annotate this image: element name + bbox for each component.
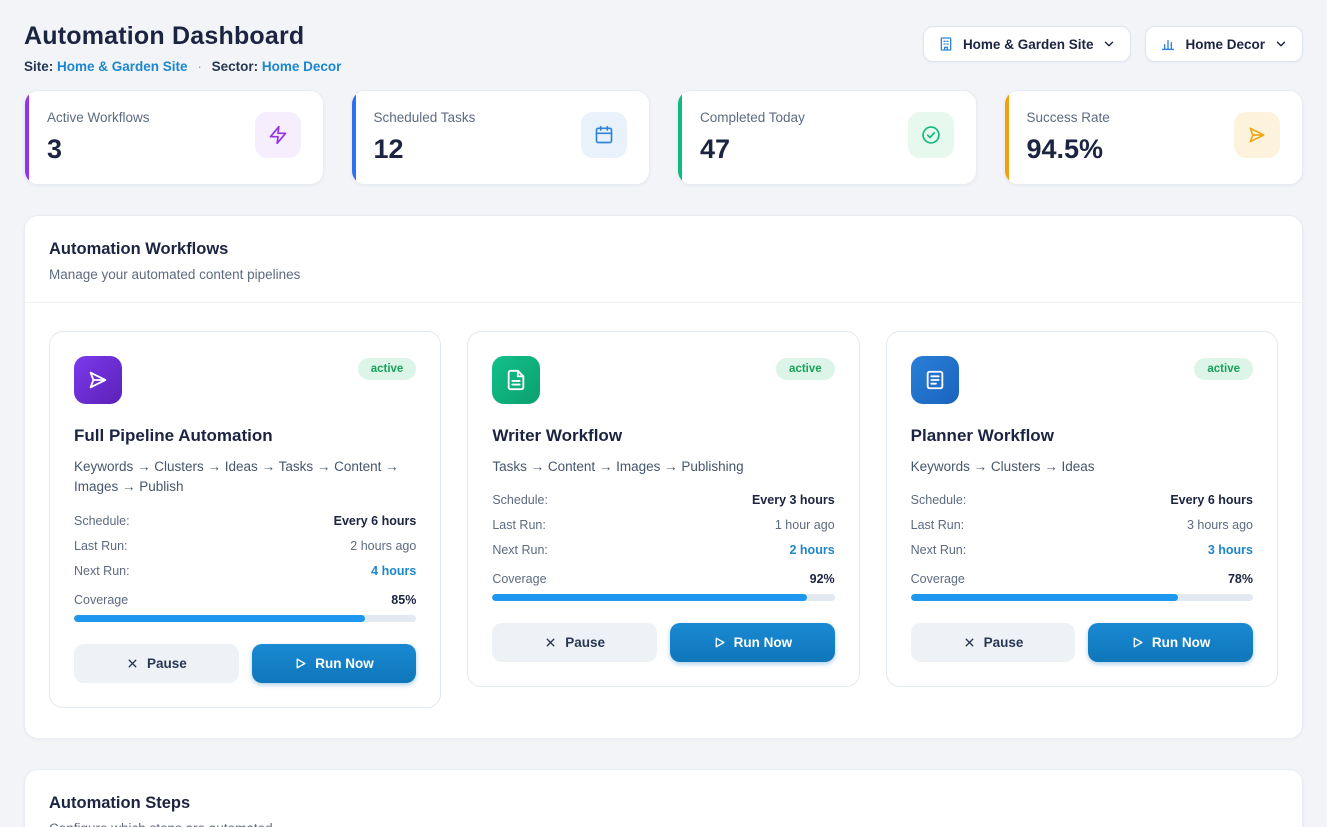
- pause-button[interactable]: Pause: [492, 623, 657, 663]
- coverage-progress-bar: [74, 614, 417, 622]
- schedule-row: Schedule: Every 6 hours: [74, 513, 417, 528]
- list-doc-icon: [910, 356, 959, 404]
- stat-value: 12: [373, 134, 404, 164]
- workflow-description: Keywords → Clusters → Ideas → Tasks → Co…: [74, 459, 399, 495]
- site-sector-line: Site: Home & Garden Site · Sector: Home …: [24, 59, 341, 74]
- chevron-down-icon: [1274, 37, 1288, 51]
- workflows-panel-header: Automation Workflows Manage your automat…: [25, 216, 1302, 303]
- run-now-button[interactable]: Run Now: [670, 623, 835, 663]
- play-icon: [713, 636, 726, 649]
- status-badge: active: [776, 358, 835, 380]
- coverage-section: Coverage 92%: [492, 572, 835, 602]
- schedule-row: Schedule: Every 3 hours: [492, 493, 835, 508]
- send-icon: [1234, 112, 1280, 158]
- stat-card-completed-today: Completed Today 47: [677, 90, 977, 185]
- x-icon: [963, 636, 976, 649]
- coverage-progress-bar: [492, 594, 835, 602]
- play-icon: [1131, 636, 1144, 649]
- zap-icon: [254, 112, 301, 158]
- status-badge: active: [1194, 358, 1253, 380]
- status-badge: active: [357, 358, 417, 380]
- coverage-section: Coverage 85%: [74, 593, 417, 622]
- building-icon: [938, 36, 954, 52]
- separator-dot: ·: [197, 59, 202, 74]
- stat-card-scheduled-tasks: Scheduled Tasks 12: [350, 90, 650, 185]
- page-title: Automation Dashboard: [24, 22, 305, 50]
- stat-card-active-workflows: Active Workflows 3: [24, 90, 324, 185]
- next-run-row: Next Run: 4 hours: [74, 563, 417, 578]
- sector-dropdown[interactable]: Home Decor: [1145, 26, 1303, 62]
- x-icon: [544, 636, 557, 649]
- stat-label: Active Workflows: [47, 110, 150, 125]
- bar-chart-icon: [1160, 36, 1176, 52]
- stat-value: 3: [47, 134, 63, 164]
- steps-title: Automation Steps: [49, 793, 191, 812]
- coverage-progress-fill: [492, 594, 808, 602]
- workflow-card-writer: active Writer Workflow Tasks → Content →…: [467, 331, 860, 688]
- stat-card-success-rate: Success Rate 94.5%: [1003, 90, 1303, 185]
- workflow-card-full-pipeline: active Full Pipeline Automation Keywords…: [49, 331, 442, 708]
- next-run-row: Next Run: 3 hours: [910, 543, 1253, 558]
- file-text-icon: [492, 356, 541, 404]
- stats-row: Active Workflows 3 Scheduled Tasks 12 Co…: [24, 90, 1303, 185]
- last-run-row: Last Run: 3 hours ago: [910, 518, 1253, 533]
- check-circle-icon: [907, 112, 954, 158]
- header-left: Automation Dashboard Site: Home & Garden…: [24, 22, 341, 74]
- stat-value: 47: [700, 134, 731, 164]
- play-icon: [294, 657, 307, 670]
- chevron-down-icon: [1102, 37, 1116, 51]
- site-dropdown-value: Home & Garden Site: [962, 36, 1094, 52]
- workflows-title: Automation Workflows: [49, 240, 229, 258]
- site-label: Site:: [24, 59, 54, 74]
- stat-label: Scheduled Tasks: [373, 110, 476, 125]
- workflow-description: Keywords → Clusters → Ideas: [910, 459, 1095, 474]
- stat-label: Completed Today: [700, 110, 805, 125]
- coverage-progress-bar: [910, 594, 1253, 602]
- last-run-row: Last Run: 1 hour ago: [492, 518, 835, 533]
- stat-label: Success Rate: [1026, 110, 1110, 125]
- coverage-section: Coverage 78%: [910, 572, 1253, 602]
- site-link[interactable]: Home & Garden Site: [57, 59, 188, 74]
- automation-steps-panel: Automation Steps Configure which steps a…: [24, 768, 1303, 827]
- stat-value: 94.5%: [1026, 134, 1104, 164]
- pause-button[interactable]: Pause: [74, 643, 239, 683]
- sector-link[interactable]: Home Decor: [261, 59, 342, 74]
- coverage-progress-fill: [910, 594, 1178, 602]
- calendar-icon: [581, 112, 627, 158]
- steps-panel-header: Automation Steps Configure which steps a…: [25, 770, 1302, 827]
- sector-label: Sector:: [211, 59, 259, 74]
- workflows-subtitle: Manage your automated content pipelines: [49, 267, 301, 282]
- coverage-progress-fill: [74, 614, 365, 622]
- workflow-card-planner: active Planner Workflow Keywords → Clust…: [885, 331, 1278, 688]
- workflow-cards-grid: active Full Pipeline Automation Keywords…: [25, 303, 1302, 738]
- last-run-row: Last Run: 2 hours ago: [74, 538, 417, 553]
- workflow-description: Tasks → Content → Images → Publishing: [492, 459, 744, 474]
- sector-dropdown-value: Home Decor: [1185, 36, 1265, 52]
- page-header: Automation Dashboard Site: Home & Garden…: [24, 22, 1303, 74]
- run-now-button[interactable]: Run Now: [1088, 623, 1253, 663]
- workflow-name: Writer Workflow: [492, 426, 623, 445]
- schedule-row: Schedule: Every 6 hours: [910, 493, 1253, 508]
- workflow-name: Full Pipeline Automation: [74, 426, 273, 445]
- steps-subtitle: Configure which steps are automated: [49, 821, 1278, 827]
- send-icon: [74, 356, 122, 404]
- workflow-name: Planner Workflow: [910, 426, 1054, 445]
- x-icon: [126, 657, 139, 670]
- header-controls: Home & Garden Site Home Decor: [922, 26, 1303, 62]
- run-now-button[interactable]: Run Now: [251, 643, 417, 683]
- automation-workflows-panel: Automation Workflows Manage your automat…: [24, 215, 1303, 739]
- next-run-row: Next Run: 2 hours: [492, 543, 835, 558]
- site-dropdown[interactable]: Home & Garden Site: [922, 26, 1132, 62]
- pause-button[interactable]: Pause: [910, 623, 1076, 663]
